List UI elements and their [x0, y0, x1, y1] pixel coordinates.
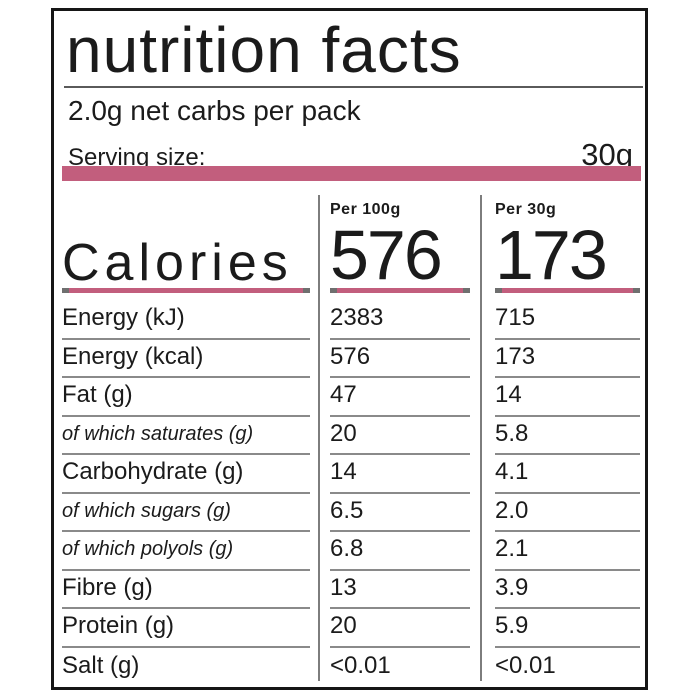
nutrient-label: of which polyols (g) [62, 538, 234, 561]
calories-label: Calories [62, 234, 293, 292]
per-100g-value: 47 [330, 381, 357, 409]
per-30g-value: 3.9 [495, 573, 529, 601]
per-30g-value: 4.1 [495, 458, 529, 486]
nutrient-row-protein: Protein (g) 20 5.9 [54, 609, 645, 648]
per-30g-value: 173 [495, 342, 536, 370]
label-title: nutrition facts [66, 14, 462, 86]
per-30g-value: 5.8 [495, 419, 529, 447]
per-30g-column-header: Per 30g [495, 201, 557, 218]
nutrient-row-salt: Salt (g) <0.01 <0.01 [54, 648, 645, 687]
calories-header-row: Calories Per 100g 576 Per 30g 173 [54, 195, 645, 293]
nutrition-label: nutrition facts 2.0g net carbs per pack … [51, 8, 648, 690]
per-100g-calories-cell: Per 100g 576 [330, 195, 470, 293]
per-100g-value: 13 [330, 573, 357, 601]
nutrient-label: Fibre (g) [62, 573, 153, 601]
per-100g-value: <0.01 [330, 651, 391, 679]
title-divider [64, 86, 643, 88]
nutrient-table: Energy (kJ) 2383 715 Energy (kcal) 576 1… [54, 301, 645, 686]
net-carbs-note: 2.0g net carbs per pack [68, 95, 361, 126]
column-divider-2 [480, 195, 482, 681]
calories-cell: Calories [62, 195, 310, 293]
nutrient-label: of which saturates (g) [62, 422, 254, 445]
column-divider-1 [318, 195, 320, 681]
nutrient-label: Carbohydrate (g) [62, 458, 244, 486]
nutrient-label: Salt (g) [62, 651, 140, 679]
nutrient-row-energy-kcal: Energy (kcal) 576 173 [54, 340, 645, 378]
nutrient-row-fat: Fat (g) 47 14 [54, 378, 645, 417]
nutrient-row-sugars: of which sugars (g) 6.5 2.0 [54, 494, 645, 532]
nutrient-row-energy-kj: Energy (kJ) 2383 715 [54, 301, 645, 340]
nutrient-row-polyols: of which polyols (g) 6.8 2.1 [54, 532, 645, 571]
per-30g-value: 715 [495, 304, 536, 332]
calories-per-30g-value: 173 [495, 216, 608, 294]
nutrient-row-saturates: of which saturates (g) 20 5.8 [54, 417, 645, 455]
nutrient-label: Protein (g) [62, 612, 175, 640]
per-100g-value: 20 [330, 612, 357, 640]
per-30g-calories-cell: Per 30g 173 [495, 195, 640, 293]
per-100g-column-header: Per 100g [330, 201, 401, 218]
nutrient-row-fibre: Fibre (g) 13 3.9 [54, 571, 645, 609]
per-30g-value: 5.9 [495, 612, 529, 640]
per-30g-value: 2.1 [495, 535, 529, 563]
per-100g-value: 20 [330, 419, 357, 447]
per-100g-value: 6.8 [330, 535, 364, 563]
nutrient-label: of which sugars (g) [62, 499, 231, 522]
calories-per-100g-value: 576 [330, 216, 443, 294]
per-100g-value: 2383 [330, 304, 384, 332]
nutrient-label: Energy (kJ) [62, 304, 185, 332]
per-100g-value: 576 [330, 342, 371, 370]
per-30g-value: 14 [495, 381, 522, 409]
accent-bar [62, 166, 641, 181]
nutrient-label: Fat (g) [62, 381, 133, 409]
per-100g-value: 6.5 [330, 496, 364, 524]
nutrient-row-carbohydrate: Carbohydrate (g) 14 4.1 [54, 455, 645, 494]
nutrient-label: Energy (kcal) [62, 342, 204, 370]
per-30g-value: <0.01 [495, 651, 556, 679]
per-30g-value: 2.0 [495, 496, 529, 524]
per-100g-value: 14 [330, 458, 357, 486]
